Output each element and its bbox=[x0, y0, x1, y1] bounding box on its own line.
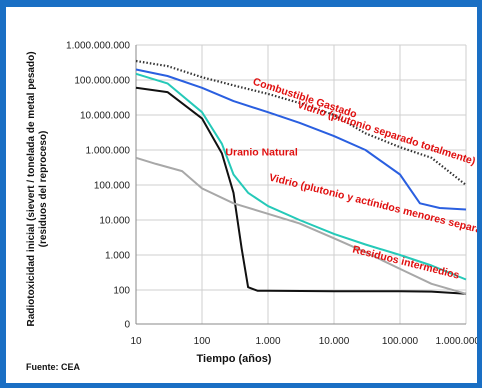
series-line-1 bbox=[135, 68, 467, 211]
y-tick-label: 100.000.000 bbox=[74, 76, 130, 87]
y-tick-label: 1.000.000 bbox=[86, 146, 131, 157]
annotation-label: Vidrio (plutonio y actínidos menores sep… bbox=[268, 172, 477, 242]
x-tick-label: 100.000 bbox=[382, 336, 419, 347]
series-line-2 bbox=[135, 86, 467, 295]
y-tick-label: 1.000 bbox=[105, 251, 130, 262]
x-tick-label: 1.000.000 bbox=[436, 336, 478, 347]
y-tick-label: 10.000 bbox=[99, 216, 130, 227]
series-line-3 bbox=[135, 72, 467, 281]
y-axis-label-line2: (residuos del reproceso) bbox=[38, 131, 49, 248]
source-note: Fuente: CEA bbox=[26, 362, 80, 372]
annotation-label: Residuos intermedios bbox=[351, 244, 460, 282]
series-line-0 bbox=[135, 59, 467, 186]
y-tick-label: 1.000.000.000 bbox=[66, 41, 130, 52]
chart-frame: 0 100 1.000 10.000 100.000 1.000.000 10.000.00… bbox=[6, 7, 477, 383]
x-tick-label: 10 bbox=[130, 336, 142, 347]
series-line-4 bbox=[135, 156, 467, 295]
y-tick-label: 100.000 bbox=[94, 181, 131, 192]
y-tick-label: 100 bbox=[113, 286, 130, 297]
series-layer bbox=[135, 59, 467, 295]
chart-svg: 0 100 1.000 10.000 100.000 1.000.000 10.000.00… bbox=[26, 41, 477, 366]
grid-layer bbox=[135, 44, 467, 325]
x-tick-label: 100 bbox=[194, 336, 211, 347]
annotation-label: Vidrio (plutonio separado totalmente) bbox=[296, 99, 477, 168]
x-tick-label: 1.000 bbox=[255, 336, 280, 347]
tick-layer: 0 100 1.000 10.000 100.000 1.000.000 10.000.00… bbox=[66, 41, 477, 348]
annotation-label: Uranio Natural bbox=[225, 146, 297, 158]
y-tick-label: 0 bbox=[124, 320, 130, 331]
x-axis-title: Tiempo (años) bbox=[197, 353, 272, 365]
y-tick-label: 10.000.000 bbox=[80, 111, 130, 122]
y-axis-label: Radiotoxicidad inicial (sievert / tonela… bbox=[26, 51, 37, 326]
x-tick-label: 10.000 bbox=[319, 336, 350, 347]
